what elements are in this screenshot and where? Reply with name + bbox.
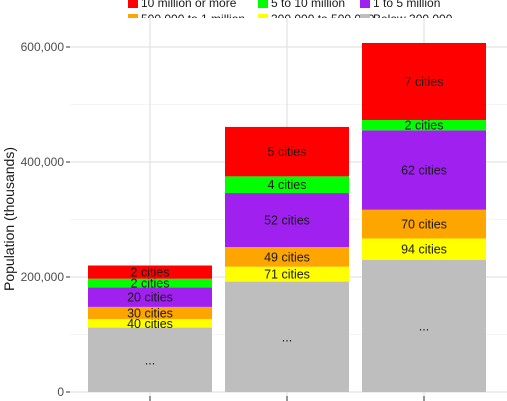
segment-label: ...	[145, 353, 155, 367]
bar-segment	[225, 247, 349, 267]
bar-segment	[225, 176, 349, 194]
segment-label: 7 cities	[405, 75, 444, 89]
bar-segment	[362, 238, 486, 260]
segment-label: ...	[419, 319, 429, 333]
segment-label: 49 cities	[264, 250, 310, 264]
y-tick-label: 0	[57, 385, 64, 399]
x-axis	[149, 396, 425, 401]
bar-segment	[88, 278, 212, 288]
legend-swatch	[360, 0, 370, 8]
segment-label: 4 cities	[268, 178, 307, 192]
legend-swatch	[128, 0, 138, 8]
legend-label: 10 million or more	[141, 0, 237, 10]
bar-segment	[225, 193, 349, 248]
bar-segment	[88, 265, 212, 279]
bar-segment	[225, 126, 349, 177]
bar-segment	[88, 327, 212, 392]
bar-segment	[88, 318, 212, 328]
segment-label: 62 cities	[401, 164, 447, 178]
segment-label: 5 cities	[268, 145, 307, 159]
bar-segment	[225, 281, 349, 392]
segment-label: 2 cities	[131, 277, 170, 291]
segment-label: ...	[282, 330, 292, 344]
y-tick-label: 400,000	[21, 155, 65, 169]
bar-segment	[362, 209, 486, 239]
legend-label: 1 to 5 million	[373, 0, 440, 10]
legend-item: 1 to 5 million	[360, 0, 440, 10]
segment-label: 2 cities	[405, 119, 444, 133]
bar-segment	[88, 287, 212, 307]
bar-segment	[362, 259, 486, 392]
y-tick-label: 200,000	[21, 270, 65, 284]
bar-segment	[225, 266, 349, 282]
segment-label: 40 cities	[127, 317, 173, 331]
y-axis: 0 200,000 400,000 600,000	[21, 40, 70, 399]
legend-label: 5 to 10 million	[271, 0, 345, 10]
bar-segment	[362, 42, 486, 121]
y-axis-title: Population (thousands)	[1, 147, 17, 291]
segment-label: 52 cities	[264, 214, 310, 228]
segment-label: 20 cities	[127, 291, 173, 305]
legend-item: 10 million or more	[128, 0, 237, 10]
bar-stack: ... 94 cities 70 cities 62 cities 2 cities 7 …	[362, 42, 486, 392]
segment-label: 30 cities	[127, 306, 173, 320]
bar-stack: ... 71 cities 49 cities 52 cities 4 cities 5 …	[225, 126, 349, 392]
y-tick-label: 600,000	[21, 40, 65, 54]
legend-item: 5 to 10 million	[258, 0, 345, 10]
segment-label: 71 cities	[264, 268, 310, 282]
bar-segment	[362, 120, 486, 131]
segment-label: 94 cities	[401, 243, 447, 257]
bar-segment	[88, 306, 212, 319]
bar-segment	[362, 130, 486, 210]
segment-label: 70 cities	[401, 218, 447, 232]
legend-swatch	[258, 0, 268, 8]
segment-label: 2 cities	[131, 266, 170, 280]
